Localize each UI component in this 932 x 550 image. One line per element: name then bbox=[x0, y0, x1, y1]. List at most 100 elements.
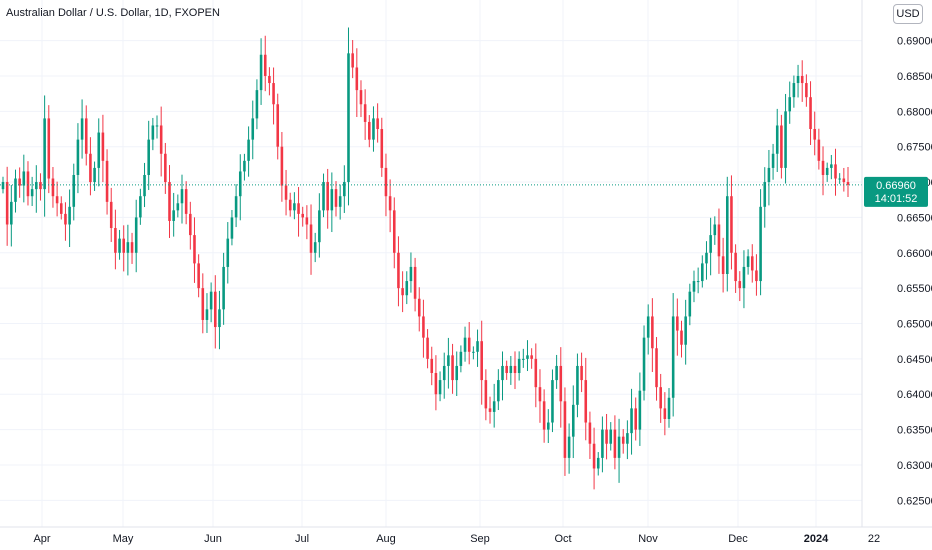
candle-up bbox=[522, 358, 525, 360]
price-tag-price: 0.66960 bbox=[876, 180, 916, 192]
candle-up bbox=[226, 238, 230, 267]
candle-up bbox=[463, 337, 467, 352]
candle-down bbox=[621, 436, 625, 444]
candle-up bbox=[684, 316, 687, 345]
candle-down bbox=[376, 118, 379, 130]
candle-down bbox=[680, 330, 683, 345]
candle-down bbox=[451, 355, 454, 381]
candle-up bbox=[68, 206, 71, 225]
candle-up bbox=[571, 404, 575, 437]
candle-down bbox=[800, 75, 804, 84]
currency-button[interactable]: USD bbox=[893, 4, 923, 24]
candle-up bbox=[551, 380, 554, 423]
candle-down bbox=[730, 196, 733, 253]
candle-down bbox=[326, 182, 329, 211]
candle-up bbox=[555, 365, 558, 381]
candle-down bbox=[272, 83, 275, 105]
candle-up bbox=[180, 189, 184, 204]
candle-up bbox=[763, 182, 767, 207]
candle-up bbox=[696, 281, 700, 283]
candle-down bbox=[130, 242, 134, 253]
candle-up bbox=[72, 174, 76, 207]
candle-down bbox=[584, 380, 588, 423]
candle-down bbox=[288, 199, 292, 211]
candle-down bbox=[655, 348, 658, 388]
candle-up bbox=[838, 178, 841, 180]
candle-down bbox=[26, 171, 30, 197]
candle-down bbox=[480, 341, 483, 381]
candle-down bbox=[505, 365, 508, 374]
candle-down bbox=[105, 160, 109, 202]
candle-up bbox=[30, 189, 34, 197]
candle-up bbox=[459, 351, 463, 366]
candle-up bbox=[205, 309, 209, 320]
candle-down bbox=[559, 365, 563, 402]
candle-up bbox=[725, 196, 729, 274]
candle-down bbox=[309, 224, 313, 253]
candle-down bbox=[534, 358, 538, 388]
candle-down bbox=[426, 337, 429, 359]
chart-title: Australian Dollar / U.S. Dollar, 1D, FXO… bbox=[6, 7, 220, 19]
candle-up bbox=[497, 380, 500, 402]
candle-up bbox=[759, 206, 762, 282]
candle-down bbox=[201, 288, 205, 320]
candle-down bbox=[817, 139, 821, 161]
x-tick-label: Oct bbox=[554, 533, 571, 545]
candle-up bbox=[472, 351, 475, 353]
candle-up bbox=[646, 316, 650, 338]
candle-down bbox=[84, 118, 88, 154]
candle-up bbox=[80, 118, 84, 140]
candle-down bbox=[580, 365, 583, 381]
candle-down bbox=[263, 54, 267, 76]
candle-down bbox=[89, 153, 92, 183]
candle-up bbox=[692, 281, 696, 292]
candle-up bbox=[14, 178, 17, 202]
candle-up bbox=[705, 252, 708, 264]
candle-up bbox=[234, 196, 238, 218]
candle-up bbox=[447, 355, 450, 366]
candle-down bbox=[59, 203, 63, 214]
candle-up bbox=[442, 365, 446, 381]
candle-down bbox=[363, 104, 367, 122]
time-axis[interactable]: Apr May Jun Jul Aug Sep Oct Nov Dec 2024 22 bbox=[33, 533, 880, 545]
candle-down bbox=[355, 67, 359, 91]
candles bbox=[1, 27, 850, 490]
candle-up bbox=[775, 125, 779, 154]
candle-up bbox=[247, 139, 250, 161]
x-tick-label: Sep bbox=[470, 533, 490, 545]
price-tag-background bbox=[864, 176, 928, 207]
candle-up bbox=[438, 380, 442, 395]
candle-up bbox=[143, 174, 146, 197]
candle-up bbox=[671, 316, 675, 398]
candle-up bbox=[293, 203, 296, 211]
candle-down bbox=[64, 213, 67, 225]
x-tick-label: Jul bbox=[295, 533, 309, 545]
candle-down bbox=[592, 443, 596, 469]
candle-down bbox=[738, 281, 742, 289]
candle-up bbox=[372, 118, 375, 140]
candle-down bbox=[721, 256, 725, 274]
candle-up bbox=[222, 266, 225, 310]
candle-up bbox=[526, 355, 529, 359]
candle-up bbox=[688, 291, 692, 317]
candle-up bbox=[405, 281, 409, 296]
candle-up bbox=[97, 132, 101, 168]
candle-down bbox=[538, 387, 542, 402]
candle-up bbox=[330, 189, 334, 211]
candle-down bbox=[55, 196, 59, 204]
candle-down bbox=[834, 164, 837, 179]
candle-up bbox=[322, 182, 325, 211]
candle-up bbox=[347, 53, 350, 183]
candle-up bbox=[1, 182, 5, 190]
candle-down bbox=[755, 270, 758, 282]
candle-down bbox=[842, 178, 846, 183]
candle-down bbox=[750, 256, 754, 271]
candle-up bbox=[35, 182, 38, 190]
candle-down bbox=[268, 75, 271, 84]
candle-up bbox=[409, 266, 413, 282]
